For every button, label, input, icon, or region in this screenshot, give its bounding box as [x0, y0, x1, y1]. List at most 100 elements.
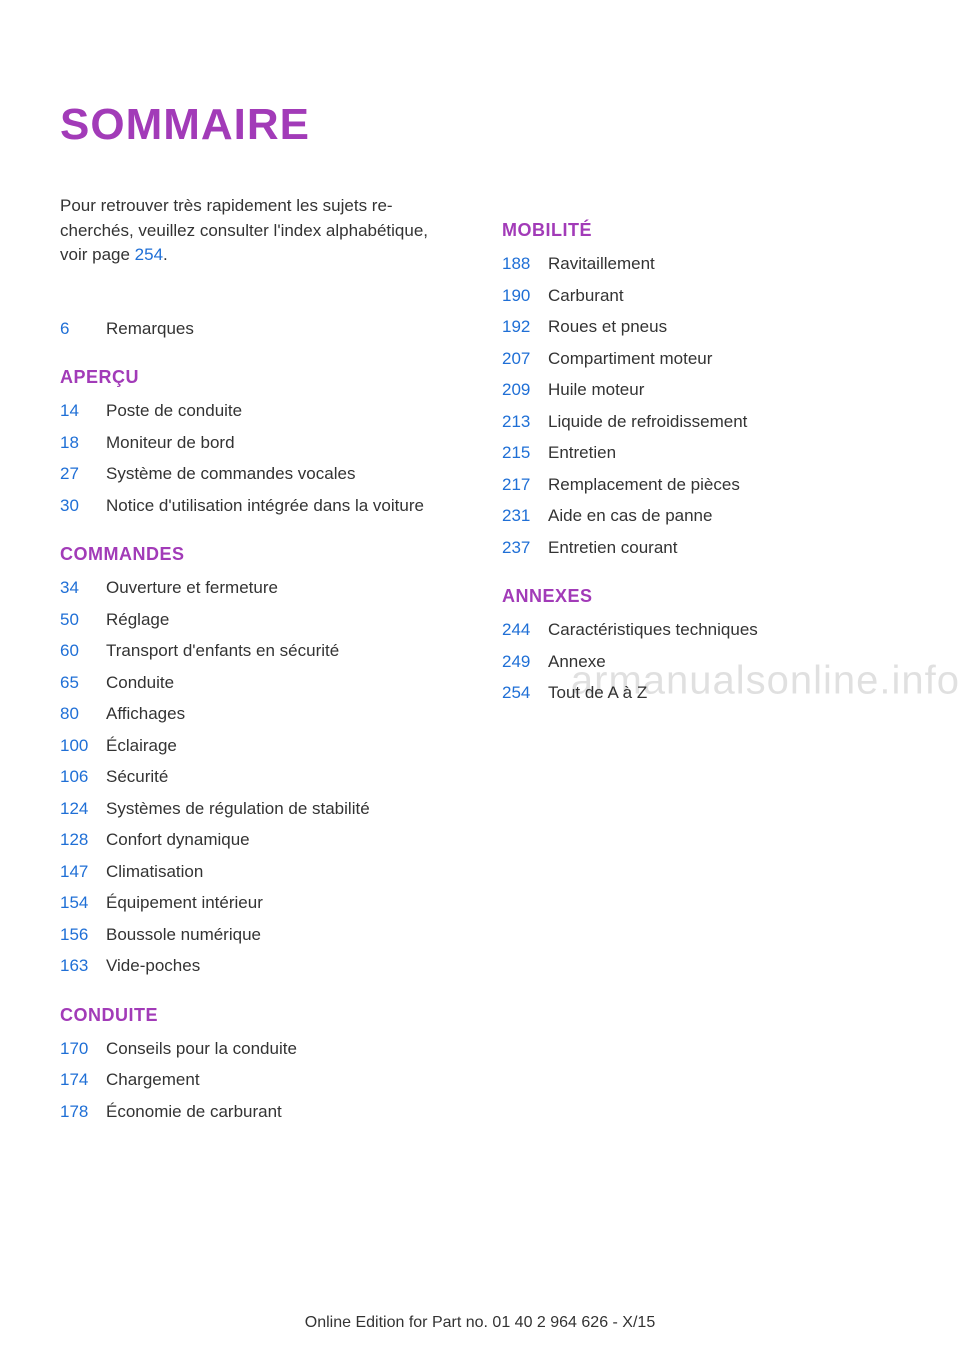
toc-entry-label: Remplacement de pièces — [548, 472, 900, 498]
toc-page-number: 231 — [502, 503, 548, 529]
toc-entry[interactable]: 213Liquide de refroidissement — [502, 409, 900, 435]
toc-page-number: 106 — [60, 764, 106, 790]
toc-page-number: 217 — [502, 472, 548, 498]
toc-page-number: 154 — [60, 890, 106, 916]
toc-page-number: 128 — [60, 827, 106, 853]
toc-entry[interactable]: 80Affichages — [60, 701, 458, 727]
toc-entry[interactable]: 147Climatisation — [60, 859, 458, 885]
toc-entry[interactable]: 34Ouverture et fermeture — [60, 575, 458, 601]
toc-entry-label: Vide-poches — [106, 953, 458, 979]
toc-entry[interactable]: 65Conduite — [60, 670, 458, 696]
toc-entry[interactable]: 60Transport d'enfants en sécurité — [60, 638, 458, 664]
toc-page-number: 174 — [60, 1067, 106, 1093]
toc-entry[interactable]: 50Réglage — [60, 607, 458, 633]
toc-entry[interactable]: 188Ravitaillement — [502, 251, 900, 277]
toc-entry-label: Aide en cas de panne — [548, 503, 900, 529]
toc-page-number: 215 — [502, 440, 548, 466]
toc-entry-label: Ouverture et fermeture — [106, 575, 458, 601]
toc-entry-label: Économie de carburant — [106, 1099, 458, 1125]
toc-page-number: 213 — [502, 409, 548, 435]
toc-entry-label: Ravitaillement — [548, 251, 900, 277]
intro-page-ref[interactable]: 254 — [135, 245, 163, 264]
toc-entry[interactable]: 207Compartiment moteur — [502, 346, 900, 372]
section-heading: ANNEXES — [502, 586, 900, 607]
page-title: SOMMAIRE — [60, 100, 900, 150]
toc-entry[interactable]: 30Notice d'utilisation intégrée dans la … — [60, 493, 458, 519]
toc-entry-label: Climatisation — [106, 859, 458, 885]
toc-entry[interactable]: 192Roues et pneus — [502, 314, 900, 340]
toc-page-number: 178 — [60, 1099, 106, 1125]
section-heading: MOBILITÉ — [502, 220, 900, 241]
footer-text: Online Edition for Part no. 01 40 2 964 … — [0, 1314, 960, 1332]
toc-entry[interactable]: 124Systèmes de régulation de stabilité — [60, 796, 458, 822]
toc-page-number: 244 — [502, 617, 548, 643]
toc-entry[interactable]: 14Poste de conduite — [60, 398, 458, 424]
toc-page-number: 18 — [60, 430, 106, 456]
toc-page-number: 124 — [60, 796, 106, 822]
toc-entry-label: Remarques — [106, 316, 458, 342]
toc-entry-label: Réglage — [106, 607, 458, 633]
toc-page-number: 170 — [60, 1036, 106, 1062]
intro-text-before: Pour retrouver très rapidement les sujet… — [60, 196, 428, 264]
toc-entry[interactable]: 6 Remarques — [60, 316, 458, 342]
toc-entry[interactable]: 170Conseils pour la conduite — [60, 1036, 458, 1062]
toc-entry[interactable]: 209Huile moteur — [502, 377, 900, 403]
toc-page-number: 249 — [502, 649, 548, 675]
toc-entry[interactable]: 18Moniteur de bord — [60, 430, 458, 456]
toc-entry[interactable]: 128Confort dynamique — [60, 827, 458, 853]
toc-page-number: 80 — [60, 701, 106, 727]
toc-page-number: 188 — [502, 251, 548, 277]
toc-entry[interactable]: 156Boussole numérique — [60, 922, 458, 948]
document-page: SOMMAIRE Pour retrouver très rapidement … — [0, 0, 960, 1130]
toc-page-number: 207 — [502, 346, 548, 372]
toc-page-number: 34 — [60, 575, 106, 601]
toc-entry[interactable]: 244Caractéristiques techniques — [502, 617, 900, 643]
toc-entry-label: Entretien courant — [548, 535, 900, 561]
toc-entry[interactable]: 100Éclairage — [60, 733, 458, 759]
toc-entry[interactable]: 174Chargement — [60, 1067, 458, 1093]
toc-page-number: 163 — [60, 953, 106, 979]
section-heading: COMMANDES — [60, 544, 458, 565]
toc-entry[interactable]: 237Entretien courant — [502, 535, 900, 561]
toc-entry[interactable]: 231Aide en cas de panne — [502, 503, 900, 529]
toc-entry-label: Conseils pour la conduite — [106, 1036, 458, 1062]
toc-entry-label: Poste de conduite — [106, 398, 458, 424]
toc-page-number: 156 — [60, 922, 106, 948]
toc-entry[interactable]: 106Sécurité — [60, 764, 458, 790]
intro-paragraph: Pour retrouver très rapidement les sujet… — [60, 194, 458, 268]
toc-entry-label: Équipement intérieur — [106, 890, 458, 916]
toc-page-number: 6 — [60, 316, 106, 342]
toc-entry[interactable]: 27Système de commandes vocales — [60, 461, 458, 487]
toc-page-number: 100 — [60, 733, 106, 759]
section-heading: APERÇU — [60, 367, 458, 388]
toc-entry-label: Compartiment moteur — [548, 346, 900, 372]
toc-entry-label: Caractéristiques techniques — [548, 617, 900, 643]
toc-page-number: 60 — [60, 638, 106, 664]
toc-entry-label: Éclairage — [106, 733, 458, 759]
toc-entry-label: Chargement — [106, 1067, 458, 1093]
toc-entry-label: Entretien — [548, 440, 900, 466]
toc-entry-label: Huile moteur — [548, 377, 900, 403]
toc-page-number: 27 — [60, 461, 106, 487]
toc-entry[interactable]: 217Remplacement de pièces — [502, 472, 900, 498]
toc-entry[interactable]: 215Entretien — [502, 440, 900, 466]
toc-entry[interactable]: 178Économie de carburant — [60, 1099, 458, 1125]
toc-entry[interactable]: 190Carburant — [502, 283, 900, 309]
toc-entry-label: Transport d'enfants en sécurité — [106, 638, 458, 664]
toc-entry-label: Système de commandes vocales — [106, 461, 458, 487]
toc-page-number: 14 — [60, 398, 106, 424]
toc-page-number: 30 — [60, 493, 106, 519]
section-heading: CONDUITE — [60, 1005, 458, 1026]
toc-page-number: 192 — [502, 314, 548, 340]
toc-entry[interactable]: 163Vide-poches — [60, 953, 458, 979]
toc-entry[interactable]: 154Équipement intérieur — [60, 890, 458, 916]
toc-entry-label: Confort dynamique — [106, 827, 458, 853]
left-column: Pour retrouver très rapidement les sujet… — [60, 194, 458, 1130]
toc-page-number: 254 — [502, 680, 548, 706]
toc-entry-label: Carburant — [548, 283, 900, 309]
toc-entry-label: Roues et pneus — [548, 314, 900, 340]
toc-page-number: 50 — [60, 607, 106, 633]
toc-page-number: 237 — [502, 535, 548, 561]
watermark-text: armanualsonline.info — [571, 659, 960, 704]
toc-entry-label: Liquide de refroidissement — [548, 409, 900, 435]
